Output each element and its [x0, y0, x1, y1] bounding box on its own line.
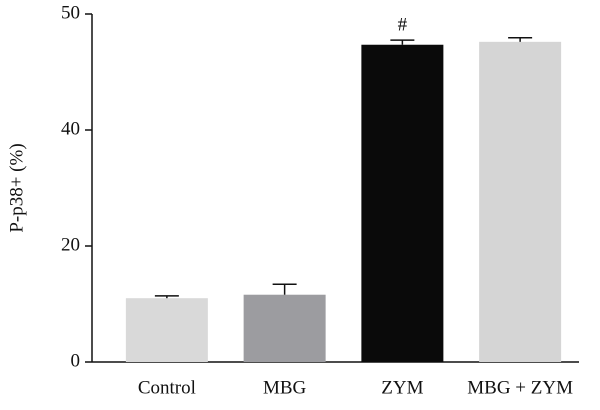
x-tick-label: MBG: [263, 377, 307, 398]
bar: [479, 41, 562, 363]
bar: [361, 44, 444, 363]
x-tick-label: ZYM: [381, 377, 423, 398]
x-tick-label: MBG + ZYM: [467, 377, 573, 398]
y-axis-label: P-p38+ (%): [6, 143, 27, 232]
x-tick-label: Control: [138, 377, 196, 398]
bar: [125, 298, 208, 362]
error-bar: [508, 37, 533, 42]
y-tick-label: 20: [61, 234, 80, 255]
error-bar: [154, 295, 179, 299]
y-tick-label: 0: [71, 350, 81, 371]
error-bar: [272, 283, 297, 295]
error-bar: [390, 39, 415, 45]
annotation: #: [398, 14, 408, 35]
y-tick-label: 50: [61, 2, 80, 23]
y-tick-label: 40: [61, 118, 80, 139]
bar: [243, 294, 326, 362]
